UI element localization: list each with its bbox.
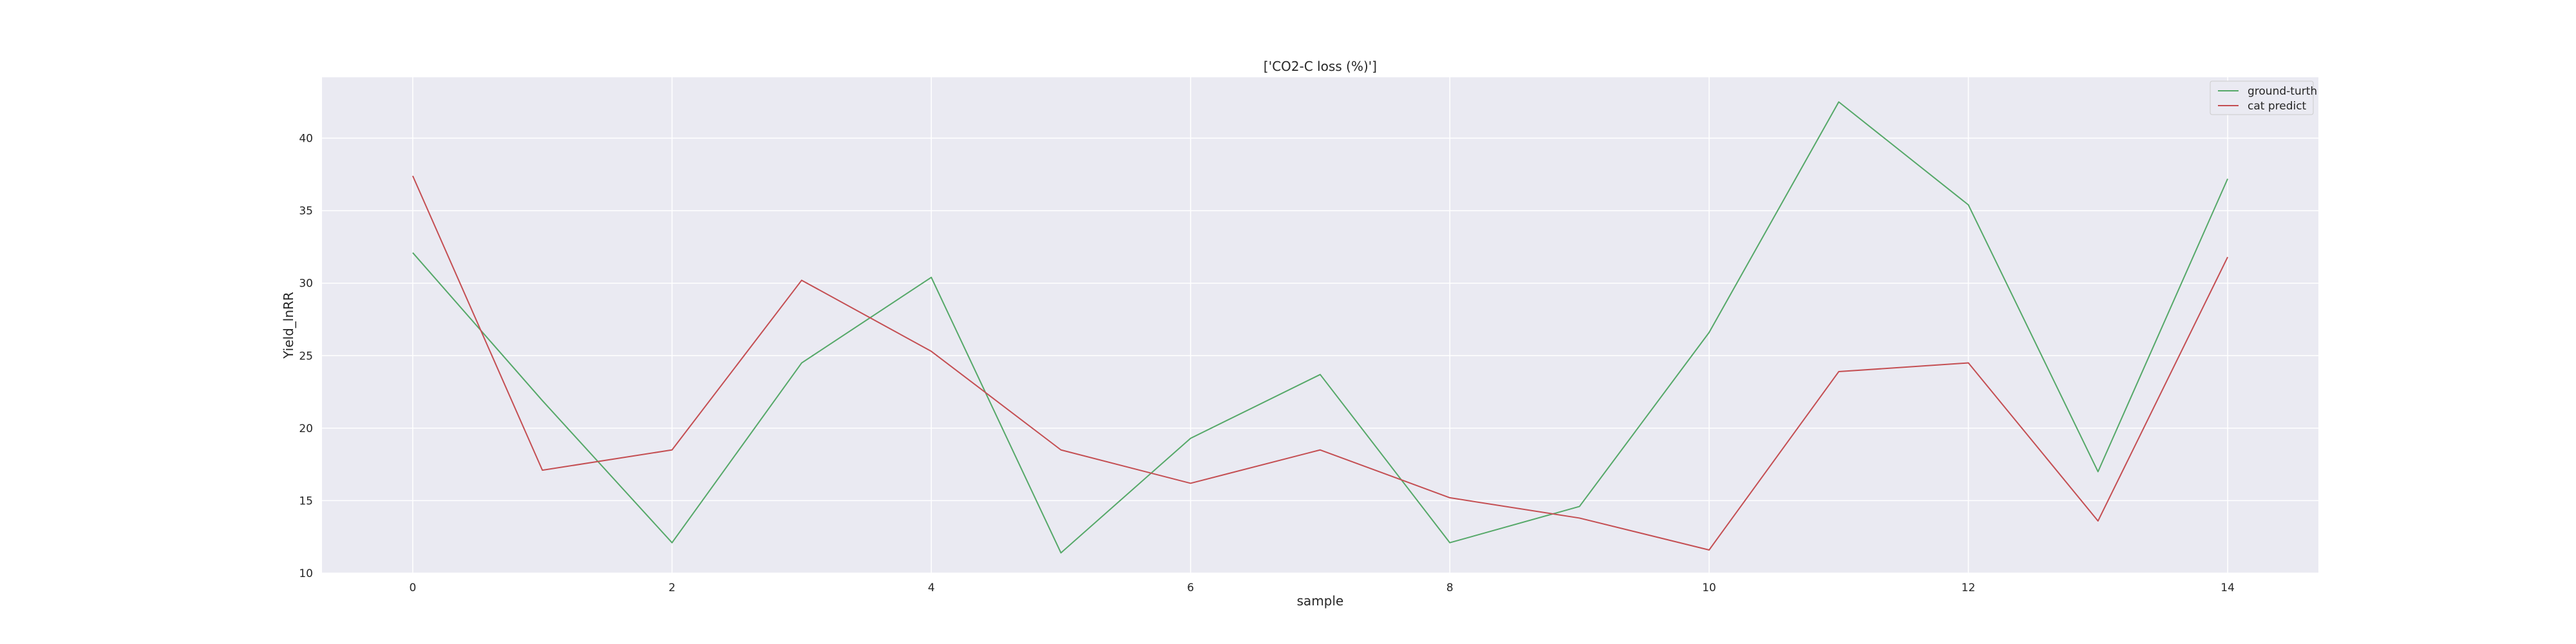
- series-line-cat-predict: [412, 175, 2228, 551]
- series-line-ground-turth: [412, 101, 2229, 554]
- y-tick-label: 30: [299, 278, 313, 290]
- x-tick-label: 12: [1962, 582, 1976, 594]
- x-tick-label: 0: [409, 582, 416, 594]
- x-tick-label: 4: [928, 582, 935, 594]
- x-tick-label: 14: [2221, 582, 2235, 594]
- y-tick-label: 20: [299, 422, 313, 435]
- y-tick-label: 15: [299, 495, 313, 507]
- y-tick-label: 40: [299, 133, 313, 146]
- x-tick-label: 2: [668, 582, 676, 594]
- x-tick-label: 6: [1187, 582, 1194, 594]
- x-tick-label: 8: [1446, 582, 1454, 594]
- legend-label-cat-predict: cat predict: [2248, 100, 2307, 113]
- x-axis-label: sample: [1297, 593, 1344, 609]
- grid: [322, 77, 2318, 574]
- chart-title: ['CO2-C loss (%)']: [1264, 59, 1377, 74]
- y-tick-label: 10: [299, 567, 313, 580]
- legend: ground-turth cat predict: [2210, 80, 2317, 115]
- tick-labels: 0 2 4 6 8 10 12 14 10 15 20 25 30 35 40: [299, 133, 2235, 594]
- y-tick-label: 25: [299, 350, 313, 363]
- x-tick-label: 10: [1702, 582, 1716, 594]
- series-layer: [412, 101, 2229, 554]
- y-axis-label: Yield_lnRR: [281, 292, 296, 359]
- y-tick-label: 35: [299, 205, 313, 218]
- plot-area: [322, 77, 2318, 573]
- legend-label-ground-turth: ground-turth: [2248, 85, 2317, 98]
